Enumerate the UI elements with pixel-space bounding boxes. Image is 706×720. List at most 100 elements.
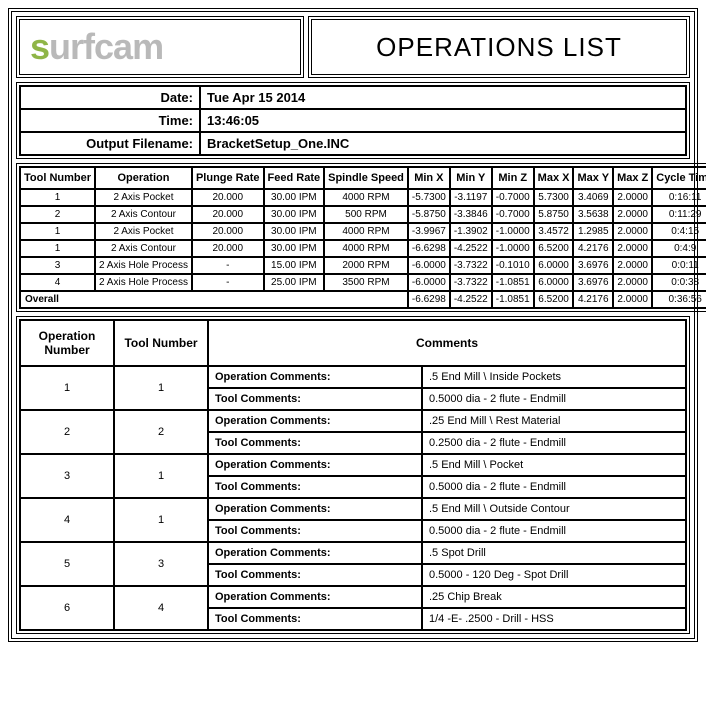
ops-cell: 15.00 IPM bbox=[264, 257, 325, 274]
ops-cell: -1.0000 bbox=[492, 240, 534, 257]
ops-cell: - bbox=[192, 274, 264, 291]
ops-cell: 2 Axis Hole Process bbox=[95, 274, 192, 291]
ops-col-header: Max Z bbox=[613, 167, 652, 189]
op-number-cell: 5 bbox=[20, 542, 114, 586]
table-row: 22 Axis Contour20.00030.00 IPM500 RPM-5.… bbox=[20, 206, 706, 223]
tool-comments-label: Tool Comments: bbox=[208, 608, 422, 630]
ops-cell: -0.7000 bbox=[492, 189, 534, 206]
ops-cell: 30.00 IPM bbox=[264, 189, 325, 206]
op-comments-value: .25 End Mill \ Rest Material bbox=[422, 410, 686, 432]
date-label: Date: bbox=[20, 86, 200, 109]
table-row: 31Operation Comments:.5 End Mill \ Pocke… bbox=[20, 454, 686, 476]
ops-cell: 6.0000 bbox=[534, 274, 574, 291]
ops-cell: 3500 RPM bbox=[324, 274, 408, 291]
ops-header-row: Tool NumberOperationPlunge RateFeed Rate… bbox=[20, 167, 706, 189]
ops-cell: 0:4:15 bbox=[652, 223, 706, 240]
ops-cell: 500 RPM bbox=[324, 206, 408, 223]
tool-comments-value: 0.5000 dia - 2 flute - Endmill bbox=[422, 476, 686, 498]
col-tool-number: Tool Number bbox=[114, 320, 208, 366]
ops-col-header: Plunge Rate bbox=[192, 167, 264, 189]
col-op-number: Operation Number bbox=[20, 320, 114, 366]
tool-comments-label: Tool Comments: bbox=[208, 564, 422, 586]
ops-cell: 2.0000 bbox=[613, 257, 652, 274]
ops-cell: -1.3902 bbox=[450, 223, 492, 240]
ops-cell: 6.5200 bbox=[534, 240, 574, 257]
ops-cell: 2 bbox=[20, 206, 95, 223]
ops-cell: 0:0:11 bbox=[652, 257, 706, 274]
ops-col-header: Feed Rate bbox=[264, 167, 325, 189]
ops-cell: 1 bbox=[20, 240, 95, 257]
ops-cell: 6.0000 bbox=[534, 257, 574, 274]
brand-logo: surfcam bbox=[30, 26, 163, 68]
date-value: Tue Apr 15 2014 bbox=[200, 86, 686, 109]
op-number-cell: 4 bbox=[20, 498, 114, 542]
ops-cell: 1.2985 bbox=[573, 223, 613, 240]
ops-cell: -5.8750 bbox=[408, 206, 450, 223]
logo-letter-s: s bbox=[30, 26, 49, 67]
overall-cell: 6.5200 bbox=[534, 291, 574, 308]
ops-col-header: Min Y bbox=[450, 167, 492, 189]
ops-col-header: Min Z bbox=[492, 167, 534, 189]
op-comments-label: Operation Comments: bbox=[208, 542, 422, 564]
op-comments-value: .5 End Mill \ Inside Pockets bbox=[422, 366, 686, 388]
ops-cell: 25.00 IPM bbox=[264, 274, 325, 291]
tool-number-cell: 1 bbox=[114, 366, 208, 410]
ops-cell: -6.0000 bbox=[408, 257, 450, 274]
tool-number-cell: 1 bbox=[114, 454, 208, 498]
tool-comments-value: 1/4 -E- .2500 - Drill - HSS bbox=[422, 608, 686, 630]
table-row: 64Operation Comments:.25 Chip Break bbox=[20, 586, 686, 608]
ops-cell: 3.4572 bbox=[534, 223, 574, 240]
ops-col-header: Operation bbox=[95, 167, 192, 189]
ops-cell: 2 Axis Contour bbox=[95, 240, 192, 257]
ops-col-header: Max X bbox=[534, 167, 574, 189]
ops-cell: 2000 RPM bbox=[324, 257, 408, 274]
tool-number-cell: 2 bbox=[114, 410, 208, 454]
ops-cell: 2.0000 bbox=[613, 240, 652, 257]
logo-cell: surfcam bbox=[16, 16, 304, 78]
operations-table: Tool NumberOperationPlunge RateFeed Rate… bbox=[16, 163, 706, 312]
ops-cell: 0:11:29 bbox=[652, 206, 706, 223]
op-comments-value: .5 End Mill \ Pocket bbox=[422, 454, 686, 476]
ops-cell: 3.6976 bbox=[573, 257, 613, 274]
ops-cell: 1 bbox=[20, 189, 95, 206]
op-number-cell: 2 bbox=[20, 410, 114, 454]
overall-row: Overall-6.6298-4.2522-1.08516.52004.2176… bbox=[20, 291, 706, 308]
ops-cell: 3.4069 bbox=[573, 189, 613, 206]
tool-comments-value: 0.5000 dia - 2 flute - Endmill bbox=[422, 388, 686, 410]
ops-col-header: Max Y bbox=[573, 167, 613, 189]
ops-cell: 4000 RPM bbox=[324, 189, 408, 206]
table-row: 53Operation Comments:.5 Spot Drill bbox=[20, 542, 686, 564]
tool-comments-label: Tool Comments: bbox=[208, 476, 422, 498]
table-row: 12 Axis Contour20.00030.00 IPM4000 RPM-6… bbox=[20, 240, 706, 257]
op-comments-label: Operation Comments: bbox=[208, 586, 422, 608]
ops-col-header: Tool Number bbox=[20, 167, 95, 189]
time-label: Time: bbox=[20, 109, 200, 132]
ops-cell: 3 bbox=[20, 257, 95, 274]
tool-number-cell: 3 bbox=[114, 542, 208, 586]
table-row: 12 Axis Pocket20.00030.00 IPM4000 RPM-5.… bbox=[20, 189, 706, 206]
ops-body: 12 Axis Pocket20.00030.00 IPM4000 RPM-5.… bbox=[20, 189, 706, 308]
table-row: 22Operation Comments:.25 End Mill \ Rest… bbox=[20, 410, 686, 432]
overall-cell: 0:36:56 bbox=[652, 291, 706, 308]
ops-cell: 30.00 IPM bbox=[264, 240, 325, 257]
ops-cell: 2.0000 bbox=[613, 223, 652, 240]
overall-cell: -1.0851 bbox=[492, 291, 534, 308]
ops-cell: -0.7000 bbox=[492, 206, 534, 223]
tool-number-cell: 1 bbox=[114, 498, 208, 542]
ops-cell: 2 Axis Pocket bbox=[95, 223, 192, 240]
ops-cell: 2.0000 bbox=[613, 274, 652, 291]
ops-col-header: Spindle Speed bbox=[324, 167, 408, 189]
ops-cell: -3.7322 bbox=[450, 257, 492, 274]
ops-cell: -5.7300 bbox=[408, 189, 450, 206]
ops-cell: -1.0851 bbox=[492, 274, 534, 291]
col-comments: Comments bbox=[208, 320, 686, 366]
ops-cell: 0:16:11 bbox=[652, 189, 706, 206]
table-row: 12 Axis Pocket20.00030.00 IPM4000 RPM-3.… bbox=[20, 223, 706, 240]
table-row: 42 Axis Hole Process-25.00 IPM3500 RPM-6… bbox=[20, 274, 706, 291]
ops-cell: -3.7322 bbox=[450, 274, 492, 291]
meta-block: Date: Tue Apr 15 2014 Time: 13:46:05 Out… bbox=[16, 82, 690, 159]
ops-cell: 1 bbox=[20, 223, 95, 240]
ops-cell: 4.2176 bbox=[573, 240, 613, 257]
op-comments-value: .5 Spot Drill bbox=[422, 542, 686, 564]
ops-cell: -3.3846 bbox=[450, 206, 492, 223]
